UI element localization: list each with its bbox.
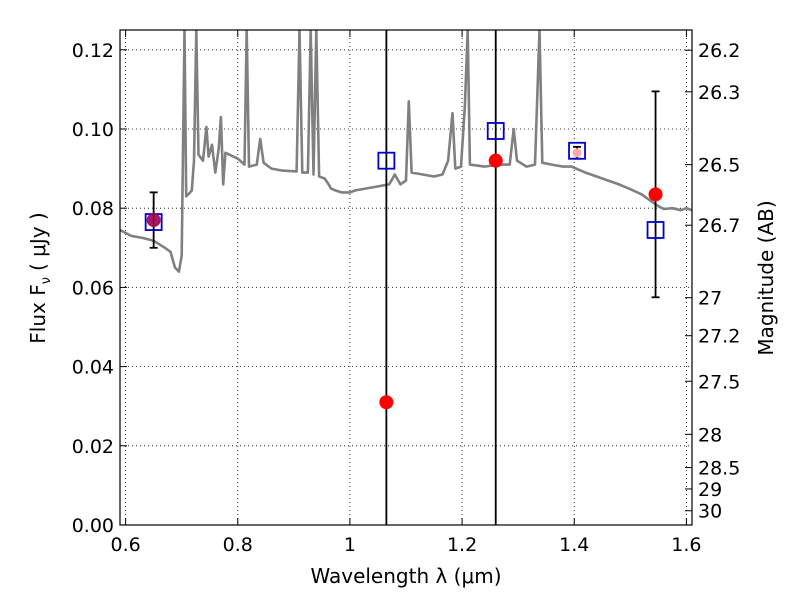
y-axis-title-main: Flux F [26, 284, 50, 343]
mag-tick-label: 26.2 [698, 40, 740, 62]
y-axis-title-right: Magnitude (AB) [754, 200, 778, 355]
x-tick-label: 0.6 [110, 534, 140, 556]
y-axis-title-unit: ( μJy ) [26, 212, 50, 271]
x-tick-label: 1 [344, 534, 356, 556]
x-tick-label: 1.6 [671, 534, 701, 556]
mag-tick-label: 30 [698, 501, 722, 523]
mag-tick-label: 28.5 [698, 458, 740, 480]
y-tick-label: 0.08 [72, 198, 114, 220]
y-tick-label: 0.06 [72, 277, 114, 299]
y-tick-label: 0.00 [72, 515, 114, 537]
observed-point-overlap [146, 213, 161, 228]
plot-background [120, 30, 692, 525]
y-axis-title-subscript: ν [39, 277, 54, 284]
y-tick-label: 0.04 [72, 357, 114, 379]
observed-point [648, 187, 663, 202]
x-tick-label: 1.2 [447, 534, 477, 556]
y-axis-title-left: Flux Fν ( μJy ) [26, 212, 54, 343]
model-photometry [144, 122, 665, 239]
mag-tick-label: 26.5 [698, 155, 740, 177]
axis-ticks: 0.6 0.8 1 1.2 1.4 1.6 0.00 0.02 0.04 0.06 0.08 0.10… [72, 30, 740, 556]
model-spectrum [120, 30, 692, 273]
model-square [568, 141, 586, 160]
mag-tick-label: 29 [698, 479, 722, 501]
mag-tick-label: 28 [698, 424, 722, 446]
model-square [646, 221, 665, 239]
x-axis-title: Wavelength λ (μm) [310, 564, 501, 588]
mag-tick-label: 27 [698, 288, 722, 310]
spectrum-line [120, 30, 692, 273]
x-tick-label: 1.4 [559, 534, 589, 556]
observed-photometry [146, 148, 663, 410]
mag-tick-label: 27.5 [698, 371, 740, 393]
observed-point [379, 395, 394, 410]
y-tick-label: 0.12 [72, 40, 114, 62]
observed-point [146, 213, 161, 228]
mag-tick-label: 26.3 [698, 82, 740, 104]
y-tick-label: 0.02 [72, 436, 114, 458]
observed-point [488, 153, 503, 168]
observed-point [572, 148, 582, 158]
model-square [486, 122, 505, 140]
x-tick-label: 0.8 [223, 534, 253, 556]
plot-frame [119, 29, 693, 526]
model-square [377, 151, 396, 170]
mag-tick-label: 27.2 [698, 326, 740, 348]
mag-tick-label: 26.7 [698, 215, 740, 237]
y-tick-label: 0.10 [72, 119, 114, 141]
